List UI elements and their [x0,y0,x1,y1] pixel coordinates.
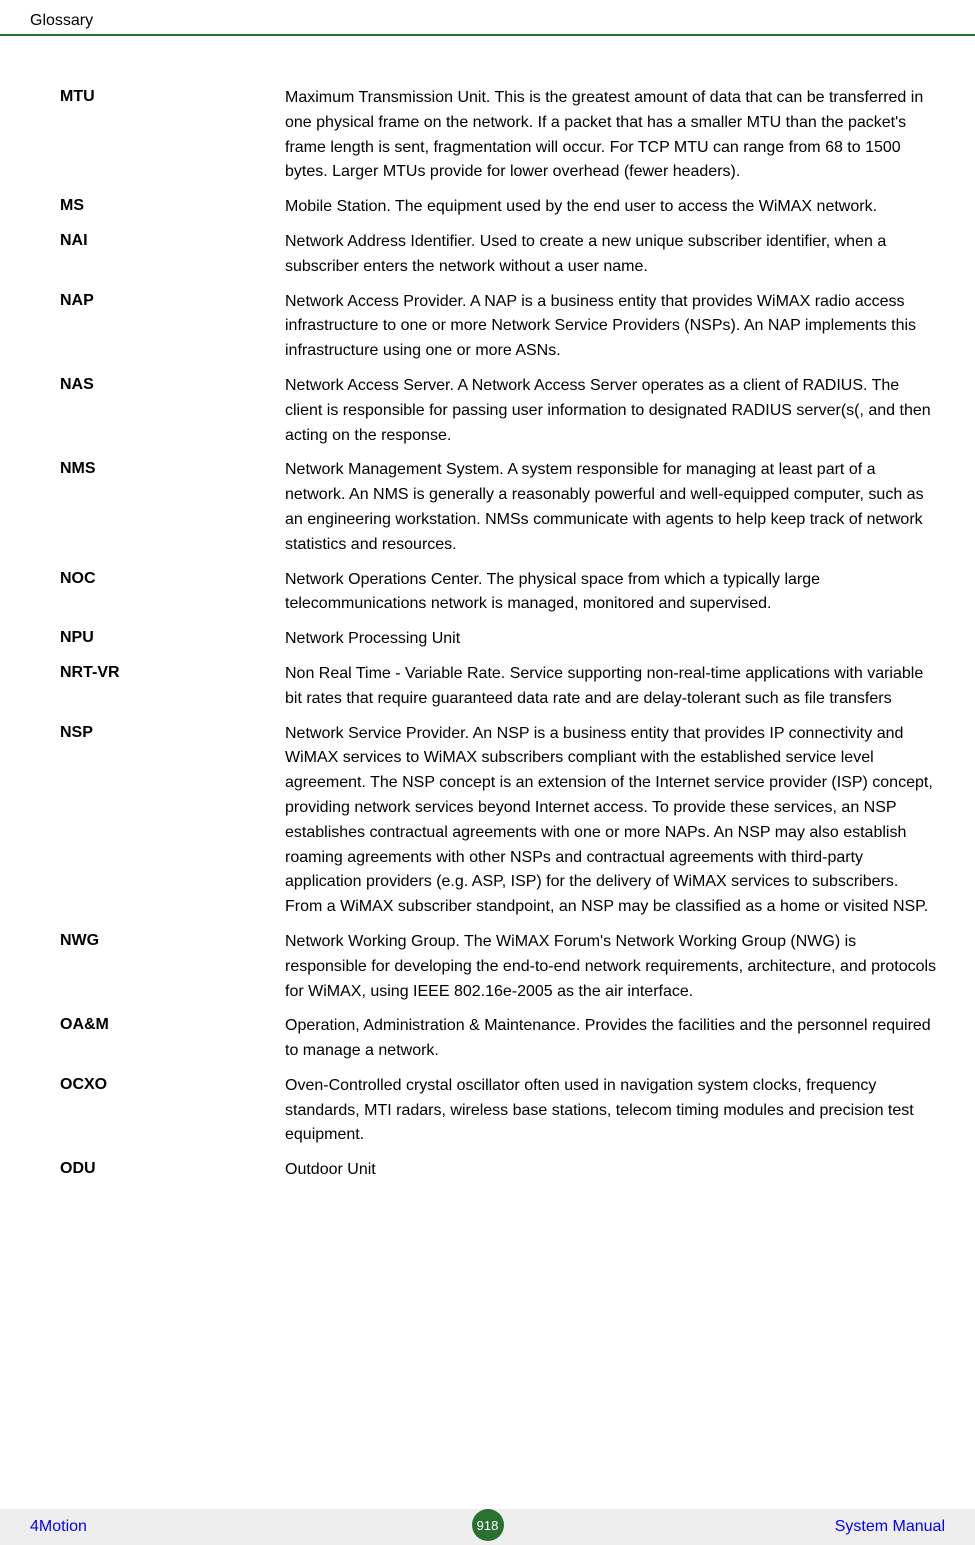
glossary-term: NWG [60,930,285,1004]
glossary-row: NWG Network Working Group. The WiMAX For… [60,930,945,1004]
glossary-definition: Network Processing Unit [285,627,945,652]
footer-left-link[interactable]: 4Motion [30,1518,87,1536]
glossary-definition: Operation, Administration & Maintenance.… [285,1014,945,1064]
glossary-row: MS Mobile Station. The equipment used by… [60,195,945,220]
glossary-term: NAS [60,374,285,448]
glossary-row: NSP Network Service Provider. An NSP is … [60,722,945,920]
glossary-term: MS [60,195,285,220]
glossary-definition: Network Working Group. The WiMAX Forum's… [285,930,945,1004]
glossary-term: NPU [60,627,285,652]
glossary-definition: Network Address Identifier. Used to crea… [285,230,945,280]
glossary-definition: Oven-Controlled crystal oscillator often… [285,1074,945,1148]
glossary-row: MTU Maximum Transmission Unit. This is t… [60,86,945,185]
glossary-term: ODU [60,1158,285,1183]
glossary-row: OA&M Operation, Administration & Mainten… [60,1014,945,1064]
glossary-row: NAP Network Access Provider. A NAP is a … [60,290,945,364]
glossary-term: NSP [60,722,285,920]
glossary-definition: Network Operations Center. The physical … [285,568,945,618]
glossary-definition: Network Access Server. A Network Access … [285,374,945,448]
page-number-badge: 918 [472,1509,504,1541]
glossary-term: NMS [60,458,285,557]
glossary-definition: Network Service Provider. An NSP is a bu… [285,722,945,920]
glossary-definition: Non Real Time - Variable Rate. Service s… [285,662,945,712]
glossary-row: NMS Network Management System. A system … [60,458,945,557]
glossary-definition: Network Access Provider. A NAP is a busi… [285,290,945,364]
glossary-term: NAP [60,290,285,364]
glossary-row: NPU Network Processing Unit [60,627,945,652]
glossary-definition: Maximum Transmission Unit. This is the g… [285,86,945,185]
glossary-term: NAI [60,230,285,280]
glossary-row: NAS Network Access Server. A Network Acc… [60,374,945,448]
glossary-term: MTU [60,86,285,185]
glossary-term: OA&M [60,1014,285,1064]
page-number: 918 [477,1518,499,1533]
header-title: Glossary [30,12,93,29]
glossary-definition: Outdoor Unit [285,1158,945,1183]
page-header: Glossary [0,0,975,36]
footer-right-link[interactable]: System Manual [835,1518,945,1536]
glossary-row: NRT-VR Non Real Time - Variable Rate. Se… [60,662,945,712]
glossary-row: NOC Network Operations Center. The physi… [60,568,945,618]
glossary-term: OCXO [60,1074,285,1148]
glossary-definition: Mobile Station. The equipment used by th… [285,195,945,220]
glossary-row: OCXO Oven-Controlled crystal oscillator … [60,1074,945,1148]
glossary-term: NRT-VR [60,662,285,712]
glossary-content: MTU Maximum Transmission Unit. This is t… [0,36,975,1213]
glossary-term: NOC [60,568,285,618]
glossary-row: ODU Outdoor Unit [60,1158,945,1183]
glossary-definition: Network Management System. A system resp… [285,458,945,557]
glossary-row: NAI Network Address Identifier. Used to … [60,230,945,280]
